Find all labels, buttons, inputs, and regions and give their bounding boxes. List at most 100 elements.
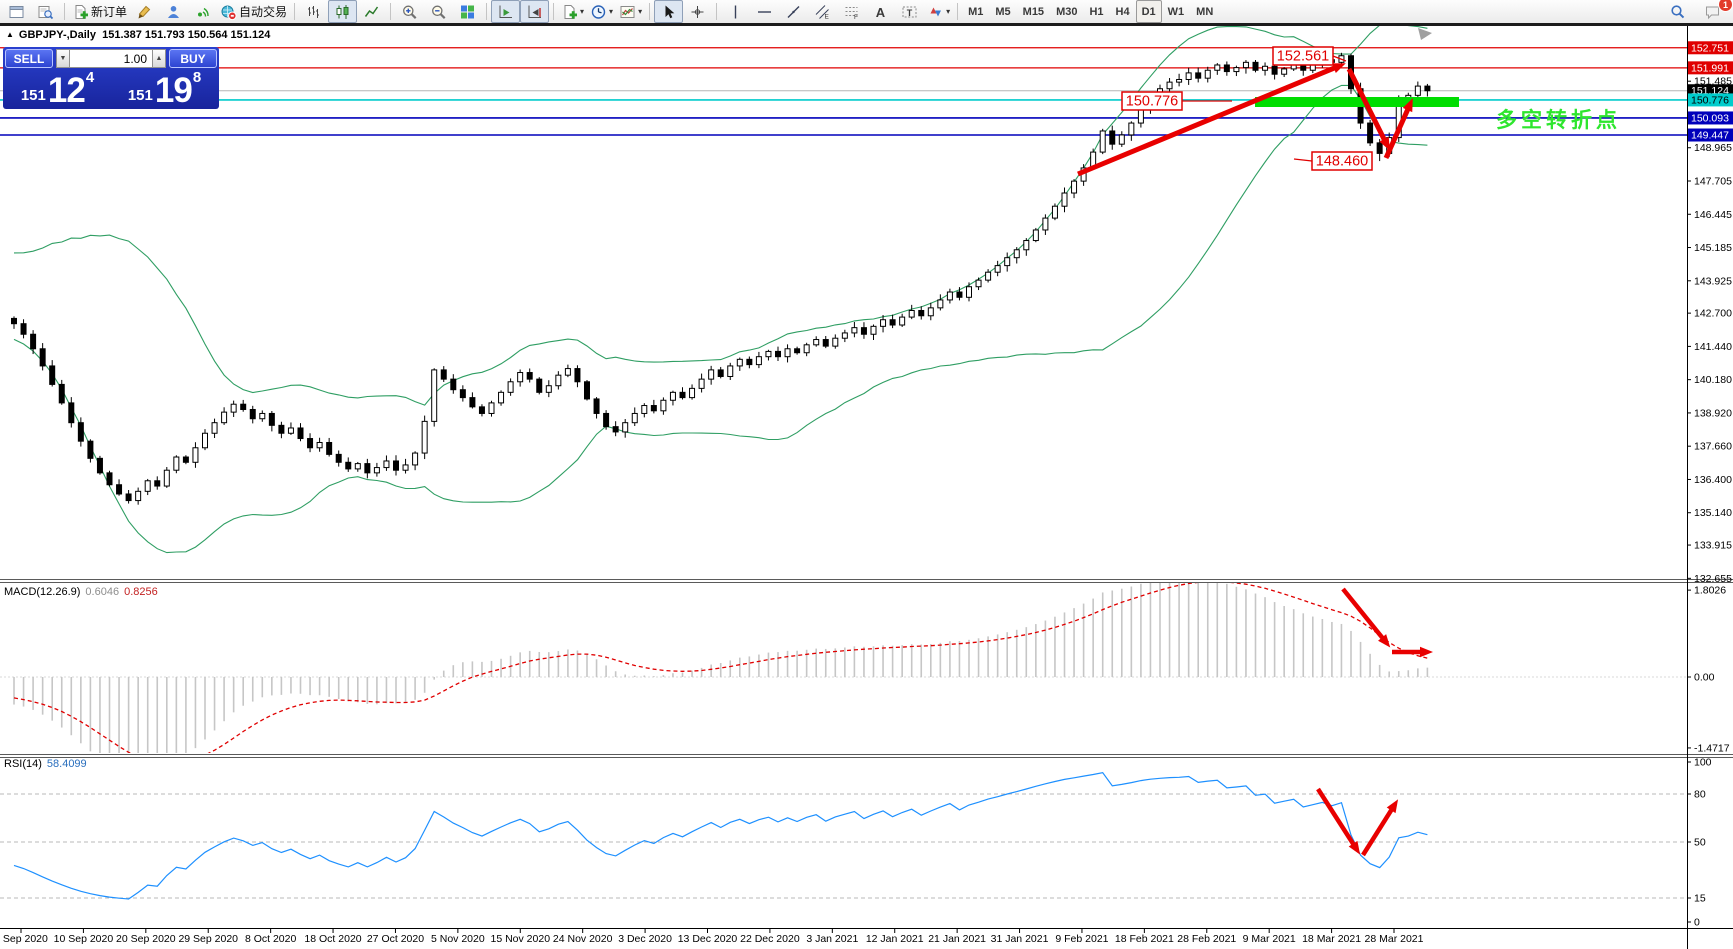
- svg-text:152.751: 152.751: [1691, 42, 1729, 54]
- svg-text:28 Feb 2021: 28 Feb 2021: [1177, 933, 1236, 945]
- svg-text:138.920: 138.920: [1694, 407, 1732, 419]
- timeframe-m1-button[interactable]: M1: [968, 5, 984, 18]
- crosshair-icon: [691, 5, 704, 18]
- price-chart[interactable]: 152.561150.776148.460多空转折点151.485148.965…: [0, 26, 1733, 949]
- new-order-button[interactable]: 新订单: [69, 0, 130, 23]
- new-chart-button[interactable]: ▾: [558, 0, 587, 23]
- timeframe-d1-button[interactable]: D1: [1135, 0, 1162, 23]
- svg-text:147.705: 147.705: [1694, 176, 1732, 188]
- ask-price[interactable]: 151 19 8: [112, 70, 217, 111]
- zoom-in-button[interactable]: [395, 0, 424, 23]
- bid-prefix: 151: [20, 87, 46, 104]
- hline-button[interactable]: [750, 0, 779, 23]
- sell-button[interactable]: SELL: [5, 49, 53, 68]
- macd-signal-value: 0.8256: [124, 586, 158, 598]
- macd-panel: [0, 583, 1687, 753]
- window-button[interactable]: [2, 0, 31, 23]
- toolbar-separator: [486, 3, 488, 20]
- svg-text:8 Oct 2020: 8 Oct 2020: [245, 933, 297, 945]
- svg-text:29 Sep 2020: 29 Sep 2020: [178, 933, 238, 945]
- ask-big-digits: 19: [154, 71, 193, 111]
- bar-chart-button[interactable]: [299, 0, 328, 23]
- cursor-button[interactable]: [654, 0, 684, 23]
- macd-indicator-label: MACD(12.26.9) 0.6046 0.8256: [4, 586, 158, 598]
- zoom-out-icon: [432, 5, 446, 19]
- brush-button[interactable]: [130, 0, 159, 23]
- new-order-icon: [75, 4, 88, 19]
- chevron-down-icon: ▾: [638, 6, 643, 16]
- timeframe-m15-button[interactable]: M15: [1022, 5, 1045, 18]
- svg-text:150.776: 150.776: [1126, 94, 1178, 110]
- svg-text:141.440: 141.440: [1694, 341, 1732, 353]
- timeframe-m30-button[interactable]: M30: [1056, 5, 1078, 18]
- trendline-button[interactable]: [779, 0, 808, 23]
- svg-text:50: 50: [1694, 837, 1706, 849]
- market-watch-button[interactable]: [31, 0, 60, 23]
- macd-title: MACD(12.26.9): [4, 586, 81, 598]
- volume-input[interactable]: 1.00: [70, 49, 152, 68]
- clock-icon: [591, 4, 606, 19]
- svg-text:21 Jan 2021: 21 Jan 2021: [928, 933, 986, 945]
- svg-text:T: T: [907, 7, 913, 17]
- crosshair-button[interactable]: [683, 0, 712, 23]
- template-button[interactable]: ▾: [616, 0, 645, 23]
- clock-button[interactable]: ▾: [587, 0, 616, 23]
- fibonacci-icon: F: [845, 6, 858, 20]
- bid-price[interactable]: 151 12 4: [5, 70, 110, 111]
- auto-trade-button[interactable]: 自动交易: [217, 0, 290, 23]
- channel-icon: E: [815, 4, 830, 20]
- notification-badge: 1: [1718, 0, 1733, 12]
- auto-scroll-button[interactable]: [491, 0, 521, 23]
- rsi-title: RSI(14): [4, 758, 42, 770]
- svg-text:143.925: 143.925: [1694, 275, 1732, 287]
- svg-text:18 Feb 2021: 18 Feb 2021: [1115, 933, 1174, 945]
- timeframe-w1-button[interactable]: W1: [1167, 5, 1185, 18]
- market-watch-icon: [38, 5, 54, 19]
- timeframe-m5-button[interactable]: M5: [995, 5, 1011, 18]
- svg-text:20 Sep 2020: 20 Sep 2020: [116, 933, 176, 945]
- bid-big-digits: 12: [47, 71, 86, 111]
- timeframe-mn-button[interactable]: MN: [1196, 5, 1214, 18]
- person-button[interactable]: [159, 0, 188, 23]
- vline-button[interactable]: [721, 0, 750, 23]
- svg-text:135.140: 135.140: [1694, 507, 1732, 519]
- svg-text:10 Sep 2020: 10 Sep 2020: [54, 933, 114, 945]
- channel-button[interactable]: E: [808, 0, 837, 23]
- trendline-icon: [787, 5, 800, 18]
- chart-shift-button[interactable]: [520, 0, 550, 23]
- svg-text:13 Dec 2020: 13 Dec 2020: [678, 933, 738, 945]
- one-click-trade-panel: SELL ▼ 1.00 ▲ BUY 151 12 4 151 19 8: [3, 47, 219, 109]
- svg-text:1 Sep 2020: 1 Sep 2020: [0, 933, 48, 945]
- toolbar-separator: [390, 3, 392, 20]
- svg-text:150.093: 150.093: [1691, 112, 1729, 124]
- volume-decrease-button[interactable]: ▼: [56, 49, 70, 68]
- auto-scroll-icon: [499, 5, 513, 18]
- timeframe-h4-button[interactable]: H4: [1115, 5, 1130, 18]
- svg-text:E: E: [825, 13, 830, 20]
- candle-chart-button[interactable]: [328, 0, 358, 23]
- search-button[interactable]: [1663, 0, 1692, 23]
- collapse-marker-icon[interactable]: ▲: [6, 30, 14, 39]
- svg-text:18 Mar 2021: 18 Mar 2021: [1302, 933, 1361, 945]
- symbol-title: GBPJPY-,Daily: [18, 29, 96, 41]
- timeframe-h1-button[interactable]: H1: [1089, 5, 1104, 18]
- svg-text:148.460: 148.460: [1316, 154, 1368, 170]
- zoom-out-button[interactable]: [424, 0, 453, 23]
- line-chart-button[interactable]: [357, 0, 386, 23]
- notifications-button[interactable]: 1: [1698, 0, 1733, 23]
- volume-increase-button[interactable]: ▲: [152, 49, 166, 68]
- person-icon: [168, 5, 180, 18]
- text-button[interactable]: A: [866, 0, 895, 23]
- svg-text:132.655: 132.655: [1694, 573, 1732, 585]
- fibonacci-button[interactable]: F: [837, 0, 866, 23]
- svg-text:3 Jan 2021: 3 Jan 2021: [806, 933, 858, 945]
- svg-text:3 Dec 2020: 3 Dec 2020: [618, 933, 672, 945]
- price-axis[interactable]: 151.485148.965147.705146.445145.185143.9…: [1687, 41, 1733, 929]
- ohlc-values: 151.387 151.793 150.564 151.124: [102, 29, 271, 41]
- buy-button[interactable]: BUY: [169, 49, 217, 68]
- signal-button[interactable]: [188, 0, 217, 23]
- tile-windows-button[interactable]: [453, 0, 482, 23]
- label-button[interactable]: T: [895, 0, 924, 23]
- shapes-button[interactable]: ▾: [924, 0, 953, 23]
